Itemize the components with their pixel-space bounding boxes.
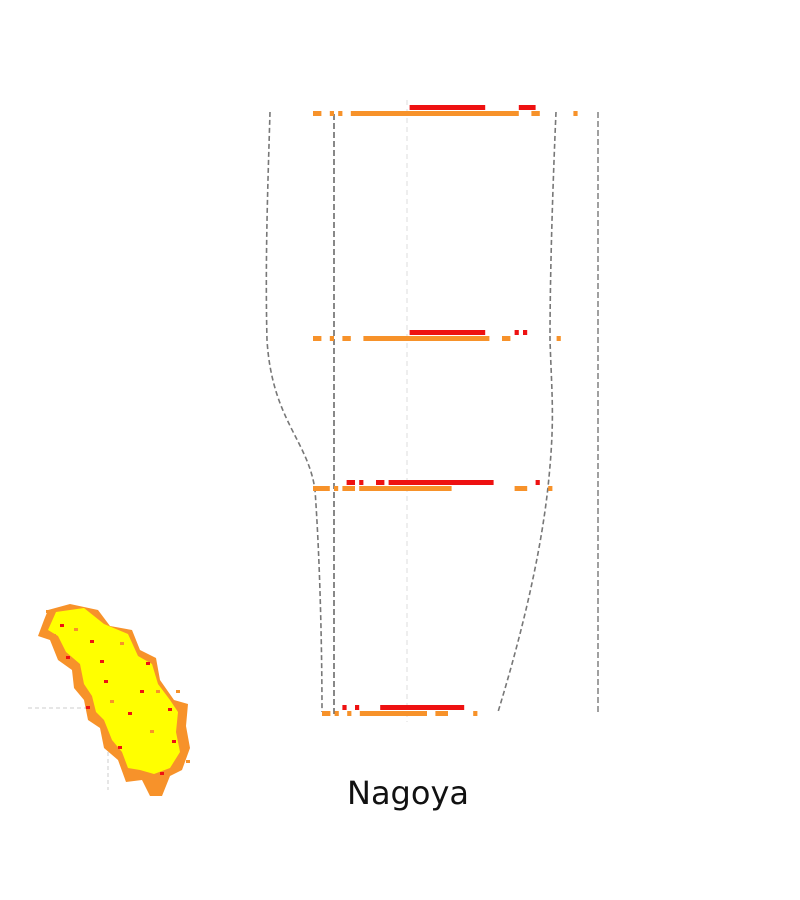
red-segment-row1-1 (409, 105, 486, 110)
map-speckle-19 (110, 700, 114, 703)
orange-segment-row2-5 (502, 336, 511, 341)
red-segment-row3-5 (535, 480, 540, 485)
orange-segment-row4-1 (322, 711, 331, 716)
red-segment-row4-2 (355, 705, 360, 710)
map-speckle-12 (172, 740, 176, 743)
orange-segment-row1-6 (573, 111, 578, 116)
red-segment-row4-1 (342, 705, 347, 710)
orange-segment-row1-2 (329, 111, 334, 116)
map-speckle-24 (66, 656, 70, 659)
map-speckle-16 (118, 746, 122, 749)
orange-segment-row1-4 (350, 111, 519, 116)
orange-segment-row3-2 (334, 486, 339, 491)
map-speckle-9 (156, 690, 160, 693)
orange-segment-row4-6 (473, 711, 478, 716)
map-yellow-region (48, 608, 180, 774)
red-segment-row4-3 (380, 705, 465, 710)
map-speckle-18 (86, 706, 90, 709)
map-speckle-11 (182, 716, 186, 719)
region-map (28, 604, 190, 796)
orange-segment-row2-3 (342, 336, 351, 341)
map-speckle-14 (160, 772, 164, 775)
map-speckle-1 (46, 610, 50, 613)
map-speckle-23 (76, 676, 80, 679)
right-outline (497, 111, 557, 713)
map-speckle-26 (104, 680, 108, 683)
red-segment-row3-4 (388, 480, 494, 485)
orange-segment-row3-6 (548, 486, 553, 491)
map-speckle-17 (96, 722, 100, 725)
orange-segment-row2-1 (313, 336, 322, 341)
orange-segment-row3-4 (359, 486, 452, 491)
orange-segment-row2-6 (556, 336, 561, 341)
orange-segment-row2-4 (363, 336, 490, 341)
map-speckle-13 (186, 760, 190, 763)
map-speckle-5 (52, 634, 56, 637)
red-segment-row2-1 (409, 330, 486, 335)
map-speckle-15 (134, 776, 138, 779)
red-segment-row2-2 (514, 330, 519, 335)
red-segment-row3-3 (376, 480, 385, 485)
orange-segment-row4-5 (435, 711, 448, 716)
orange-segment-row1-1 (313, 111, 322, 116)
orange-segment-row1-3 (338, 111, 343, 116)
map-speckle-25 (176, 690, 180, 693)
map-speckle-20 (128, 712, 132, 715)
map-speckle-10 (168, 708, 172, 711)
map-speckle-22 (140, 690, 144, 693)
map-speckle-3 (74, 628, 78, 631)
orange-segment-row4-3 (347, 711, 352, 716)
map-speckle-8 (146, 662, 150, 665)
map-speckle-2 (60, 624, 64, 627)
red-segment-row3-1 (346, 480, 355, 485)
map-speckle-4 (90, 640, 94, 643)
segment-rows (313, 105, 578, 716)
map-speckle-7 (120, 642, 124, 645)
left-outline (265, 111, 323, 713)
orange-segment-row1-5 (531, 111, 540, 116)
orange-segment-row3-5 (514, 486, 528, 491)
orange-segment-row2-2 (329, 336, 334, 341)
orange-segment-row4-2 (334, 711, 339, 716)
map-speckle-6 (100, 660, 104, 663)
orange-segment-row3-1 (313, 486, 330, 491)
red-segment-row1-2 (518, 105, 536, 110)
chart-title: Nagoya (347, 774, 469, 812)
orange-segment-row4-4 (359, 711, 427, 716)
red-segment-row2-3 (523, 330, 528, 335)
red-segment-row3-2 (359, 480, 364, 485)
map-speckle-21 (150, 730, 154, 733)
guide-lines (333, 100, 599, 722)
orange-segment-row3-3 (342, 486, 355, 491)
outline-curves (265, 111, 557, 713)
